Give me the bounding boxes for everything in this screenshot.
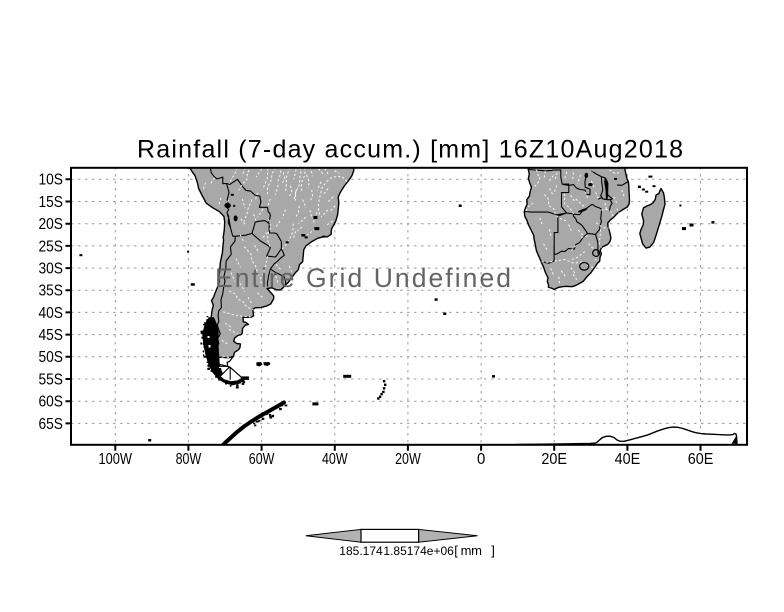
svg-text:25S: 25S (39, 238, 64, 255)
svg-text:60W: 60W (249, 451, 275, 468)
svg-text:40S: 40S (39, 305, 64, 322)
svg-text:40W: 40W (322, 451, 348, 468)
svg-text:20E: 20E (541, 451, 567, 468)
svg-text:20W: 20W (395, 451, 421, 468)
svg-text:80W: 80W (176, 451, 202, 468)
svg-text:]: ] (491, 543, 495, 558)
svg-text:100W: 100W (99, 451, 133, 468)
svg-text:55S: 55S (39, 371, 64, 388)
svg-text:50S: 50S (39, 349, 64, 366)
svg-text:m: m (461, 543, 472, 558)
svg-text:60E: 60E (688, 451, 714, 468)
svg-text:15S: 15S (39, 194, 64, 211)
svg-text:65S: 65S (39, 416, 64, 433)
svg-text:20S: 20S (39, 216, 64, 233)
svg-text:35S: 35S (39, 283, 64, 300)
svg-text:10S: 10S (39, 172, 64, 189)
svg-text:1.85174e+06: 1.85174e+06 (383, 544, 454, 558)
svg-text:0: 0 (477, 451, 485, 468)
svg-text:30S: 30S (39, 261, 64, 278)
svg-text:60S: 60S (39, 394, 64, 411)
svg-text:40E: 40E (615, 451, 641, 468)
svg-text:m: m (471, 543, 482, 558)
svg-text:[: [ (454, 543, 458, 558)
svg-text:45S: 45S (39, 327, 64, 344)
svg-text:Rainfall (7-day accum.) [mm] 1: Rainfall (7-day accum.) [mm] 16Z10Aug201… (137, 136, 683, 164)
svg-text:185.174: 185.174 (339, 544, 383, 558)
